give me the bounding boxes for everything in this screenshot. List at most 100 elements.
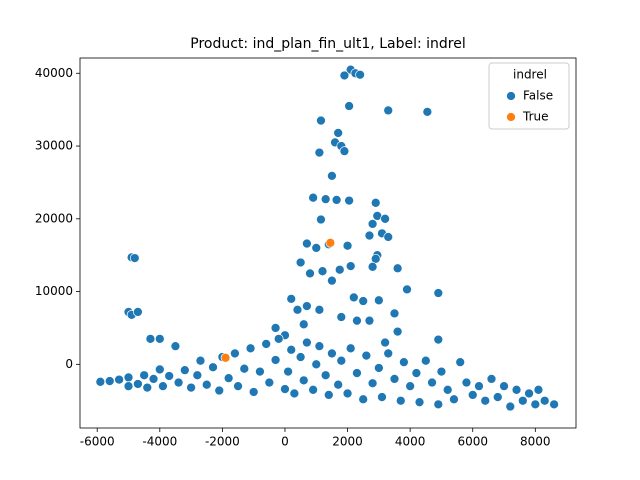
point (311, 243, 322, 253)
point (314, 341, 325, 351)
point (208, 362, 218, 373)
point (399, 357, 409, 367)
point (345, 261, 356, 271)
point (420, 355, 431, 366)
point (511, 384, 522, 395)
x-tick-label: 6000 (457, 435, 488, 449)
point (308, 192, 318, 203)
point (480, 395, 491, 406)
point (154, 334, 165, 344)
axes-frame (79, 57, 577, 429)
point (295, 257, 306, 268)
point (505, 401, 516, 412)
x-tick-label: 4000 (395, 435, 426, 449)
point (449, 394, 459, 405)
point (286, 293, 297, 304)
point (154, 364, 165, 375)
legend-label: False (523, 89, 553, 103)
x-tick-label: 8000 (520, 435, 551, 449)
point (173, 377, 184, 388)
point (364, 230, 375, 241)
point (499, 381, 509, 392)
point (255, 366, 265, 377)
point (530, 399, 541, 410)
point (342, 388, 353, 399)
point (395, 395, 406, 406)
chart-title: Product: ind_plan_fin_ult1, Label: indre… (190, 36, 466, 52)
point (248, 387, 259, 397)
point (302, 301, 312, 311)
point (327, 275, 337, 286)
point (345, 343, 356, 354)
point (492, 392, 503, 402)
point (186, 382, 196, 393)
point (461, 377, 472, 388)
point (361, 350, 372, 361)
point (405, 381, 415, 392)
y-tick-label: 10000 (35, 284, 73, 298)
point (433, 399, 444, 410)
point (270, 323, 281, 333)
point (233, 381, 243, 392)
point (133, 307, 143, 317)
point (133, 379, 143, 389)
point (295, 352, 306, 362)
point (145, 334, 156, 344)
point (377, 392, 387, 402)
legend-box (488, 62, 570, 130)
point (442, 384, 453, 395)
point (336, 355, 347, 366)
point (323, 390, 334, 400)
point (104, 376, 115, 386)
point (422, 106, 433, 117)
point (549, 399, 559, 410)
point (292, 304, 303, 315)
point (352, 368, 362, 378)
point (427, 377, 437, 388)
point (320, 370, 331, 381)
point (264, 377, 275, 388)
point (220, 352, 231, 363)
point (392, 326, 403, 337)
x-tick-label: 0 (281, 435, 289, 449)
point (344, 195, 354, 206)
legend-marker (506, 112, 516, 122)
point (383, 348, 394, 359)
x-tick-label: 2000 (332, 435, 363, 449)
point (367, 378, 378, 389)
point (148, 374, 159, 384)
point (170, 341, 181, 351)
point (358, 296, 369, 306)
point (289, 388, 300, 399)
point (114, 374, 124, 385)
point (139, 370, 150, 381)
point (533, 384, 544, 395)
legend-title: indrel (513, 68, 547, 82)
point (302, 238, 312, 249)
point (344, 101, 354, 111)
y-tick-label: 0 (65, 357, 73, 371)
point (358, 394, 369, 405)
point (364, 315, 375, 326)
point (223, 373, 234, 384)
point (201, 379, 212, 390)
point (327, 348, 337, 359)
legend: indrel False True (488, 62, 570, 130)
point (414, 397, 425, 408)
point (367, 261, 378, 272)
point (467, 390, 478, 400)
point (389, 374, 400, 384)
point (333, 128, 344, 138)
y-tick-label: 40000 (35, 66, 73, 80)
y-tick-label: 30000 (35, 139, 73, 153)
point (433, 334, 444, 345)
point (331, 195, 342, 205)
x-tick-label: -6000 (80, 435, 115, 449)
point (179, 365, 190, 376)
point (283, 366, 293, 377)
point (261, 339, 272, 349)
point (389, 308, 400, 319)
point (367, 219, 378, 229)
point (314, 304, 325, 315)
